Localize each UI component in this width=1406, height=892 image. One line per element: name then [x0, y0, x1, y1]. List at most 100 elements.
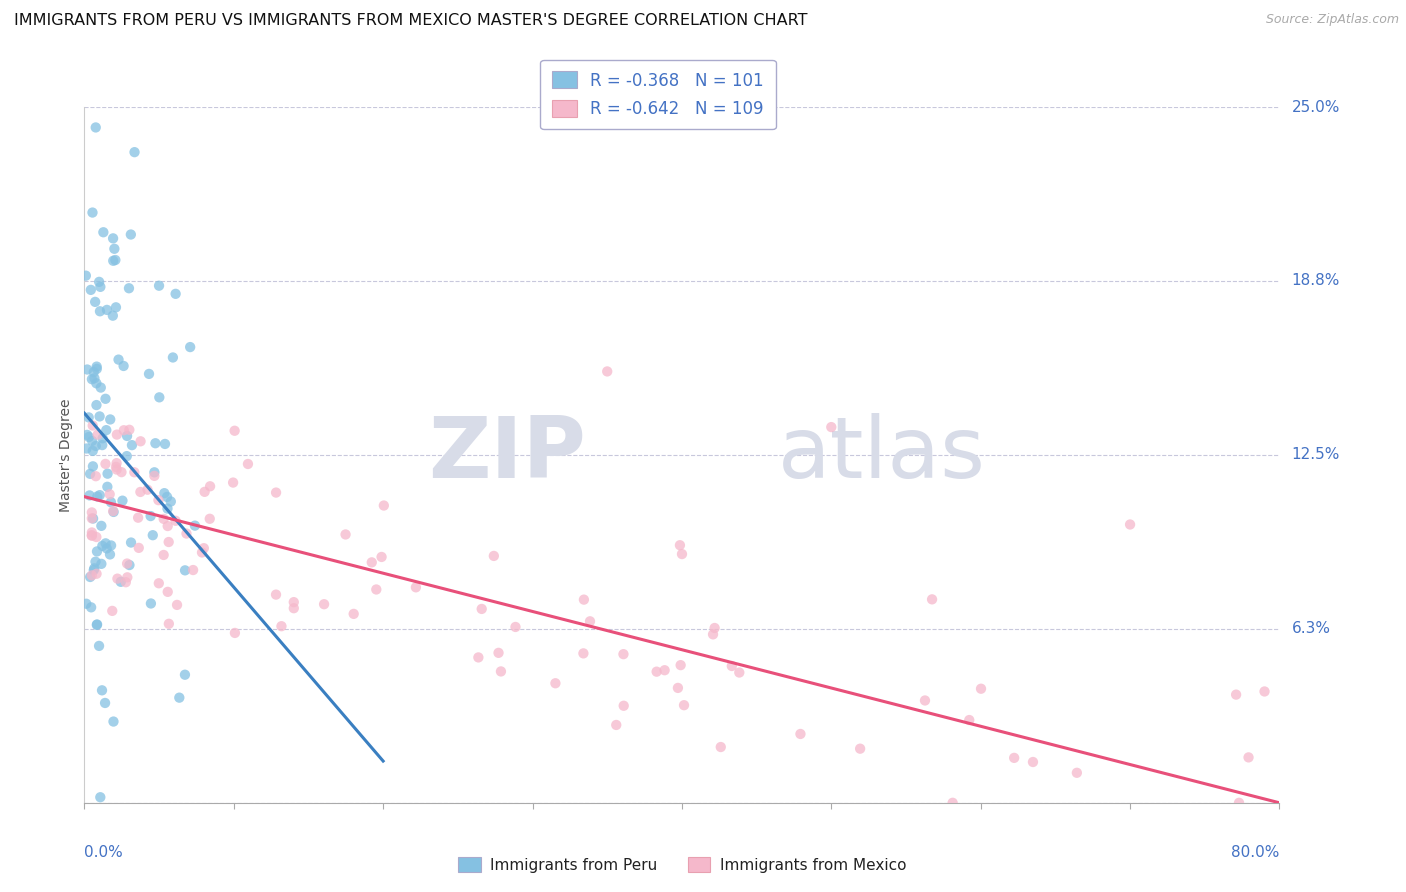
Point — [96, 541, 118, 556]
Point — [181, 563, 204, 577]
Point — [98, 548, 121, 562]
Point — [105, 456, 128, 470]
Point — [184, 518, 207, 533]
Point — [194, 484, 217, 499]
Point — [914, 693, 936, 707]
Point — [505, 620, 527, 634]
Point — [612, 647, 634, 661]
Point — [115, 429, 138, 443]
Point — [86, 530, 108, 544]
Point — [84, 439, 107, 453]
Point — [669, 658, 692, 673]
Point — [148, 278, 170, 293]
Point — [1066, 765, 1088, 780]
Point — [91, 683, 114, 698]
Point — [264, 588, 287, 602]
Y-axis label: Master's Degree: Master's Degree — [59, 398, 73, 512]
Point — [849, 741, 872, 756]
Point — [139, 597, 162, 611]
Point — [101, 309, 124, 323]
Point — [373, 499, 395, 513]
Point — [82, 511, 104, 525]
Point — [942, 796, 965, 810]
Point — [79, 488, 101, 502]
Point — [703, 621, 725, 635]
Point — [613, 698, 636, 713]
Point — [107, 352, 129, 367]
Point — [165, 286, 187, 301]
Point — [482, 549, 505, 563]
Point — [86, 544, 108, 558]
Point — [174, 563, 197, 577]
Point — [673, 698, 696, 713]
Point — [1022, 755, 1045, 769]
Point — [143, 468, 166, 483]
Point — [148, 576, 170, 591]
Point — [80, 568, 103, 582]
Point — [89, 409, 111, 424]
Point — [80, 525, 103, 540]
Point — [79, 467, 101, 481]
Text: ZIP: ZIP — [429, 413, 586, 497]
Point — [710, 739, 733, 754]
Point — [80, 283, 103, 297]
Point — [104, 252, 127, 267]
Point — [89, 790, 111, 805]
Point — [82, 459, 104, 474]
Point — [264, 485, 287, 500]
Point — [671, 547, 693, 561]
Point — [1225, 688, 1247, 702]
Point — [94, 392, 117, 406]
Point — [101, 504, 124, 518]
Point — [176, 526, 198, 541]
Point — [83, 561, 105, 575]
Point — [90, 381, 112, 395]
Point — [1227, 796, 1250, 810]
Point — [86, 566, 108, 581]
Point — [96, 423, 118, 437]
Point — [1002, 751, 1025, 765]
Text: 12.5%: 12.5% — [1292, 448, 1340, 462]
Point — [76, 428, 98, 442]
Point — [174, 667, 197, 681]
Point — [105, 427, 128, 442]
Point — [152, 512, 174, 526]
Point — [94, 457, 117, 471]
Point — [957, 713, 980, 727]
Point — [115, 557, 138, 571]
Point — [159, 494, 181, 508]
Point — [98, 412, 121, 426]
Point — [654, 663, 676, 677]
Point — [156, 585, 179, 599]
Point — [103, 242, 125, 256]
Point — [820, 420, 842, 434]
Point — [605, 718, 627, 732]
Point — [118, 281, 141, 295]
Point — [115, 449, 138, 463]
Point — [79, 570, 101, 584]
Point — [970, 681, 993, 696]
Point — [153, 486, 176, 500]
Point — [129, 434, 152, 449]
Point — [82, 434, 104, 448]
Point — [370, 549, 392, 564]
Point — [314, 597, 336, 611]
Text: 18.8%: 18.8% — [1292, 274, 1340, 288]
Point — [198, 512, 221, 526]
Point — [77, 430, 100, 444]
Point — [84, 469, 107, 483]
Point — [111, 493, 134, 508]
Point — [120, 535, 142, 549]
Point — [80, 505, 103, 519]
Point — [270, 619, 292, 633]
Point — [86, 427, 108, 442]
Point — [360, 555, 382, 569]
Point — [94, 696, 117, 710]
Point — [117, 570, 139, 584]
Point — [645, 665, 668, 679]
Point — [112, 423, 135, 437]
Point — [104, 301, 127, 315]
Point — [191, 545, 214, 559]
Point — [86, 617, 108, 632]
Point — [224, 424, 246, 438]
